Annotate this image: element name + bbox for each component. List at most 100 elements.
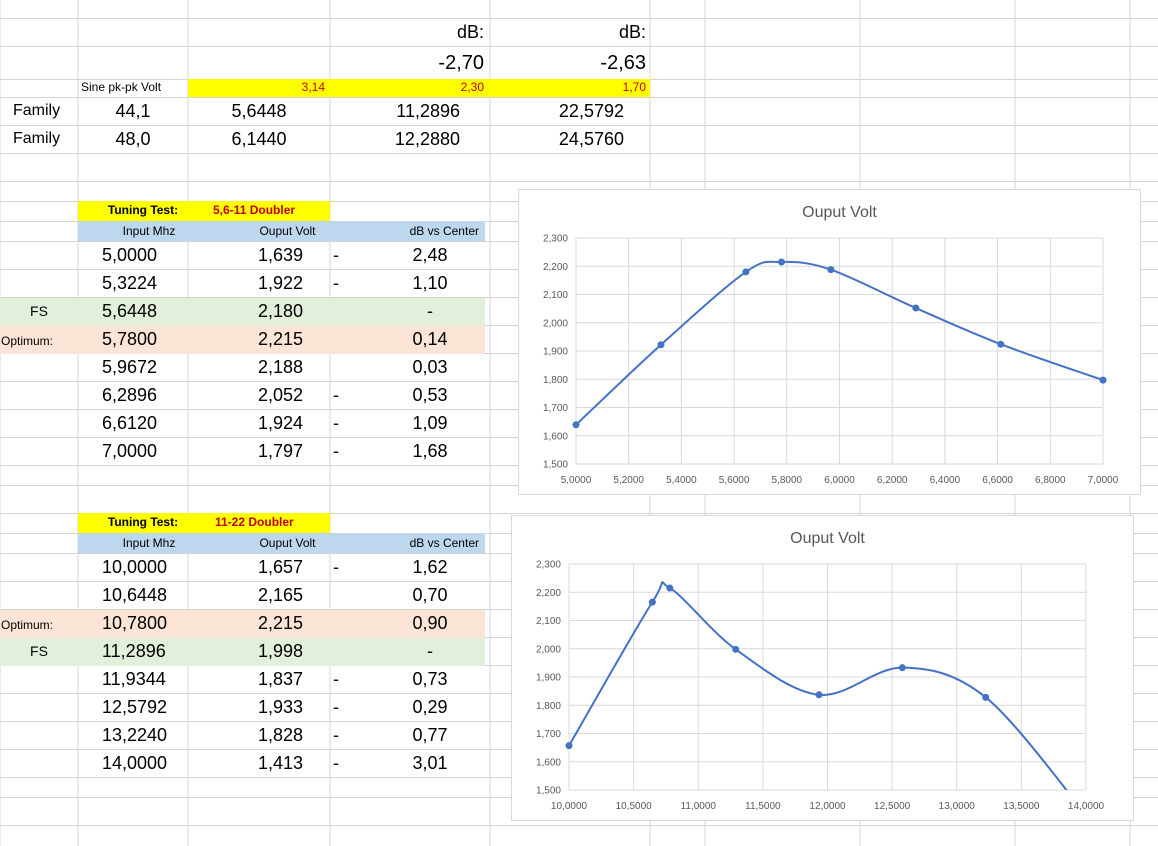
family-1-c: 11,2896: [396, 101, 460, 121]
sine-label: Sine pk-pk Volt: [81, 80, 162, 94]
row-input-mhz: 10,7800: [102, 613, 168, 633]
y-tick-label: 2,200: [543, 262, 568, 273]
x-tick-label: 11,0000: [681, 801, 717, 812]
family-label-2: Family: [13, 130, 61, 147]
data-point: [815, 691, 823, 699]
row-side-label: FS: [30, 643, 48, 659]
chart-title: Ouput Volt: [790, 530, 865, 547]
row-output-volt: 2,180: [257, 301, 303, 321]
table2-header-db: dB vs Center: [409, 536, 479, 550]
row-dash: -: [333, 413, 339, 433]
x-tick-label: 6,2000: [877, 475, 908, 486]
row-db-center: 0,53: [412, 385, 448, 405]
y-tick-label: 1,600: [536, 757, 561, 768]
y-tick-label: 2,100: [536, 616, 561, 627]
tuning-test-1-highlight: [78, 201, 330, 221]
chart-2[interactable]: Ouput Volt 1,500 1,600 1,700 1,800 1,900 2,000…: [511, 515, 1134, 821]
y-tick-label: 1,800: [543, 375, 568, 386]
tuning-test-2-name: 11-22 Doubler: [215, 515, 294, 529]
row-dash: -: [333, 441, 339, 461]
row-output-volt: 1,837: [257, 669, 303, 689]
db-value-2: -2,63: [600, 52, 646, 74]
row-input-mhz: 11,9344: [102, 669, 166, 689]
x-tick-label: 10,5000: [616, 801, 653, 812]
x-tick-label: 13,5000: [1003, 801, 1040, 812]
x-tick-label: 7,0000: [1088, 475, 1119, 486]
row-db-center: 3,01: [412, 753, 448, 773]
row-dash: -: [333, 385, 339, 405]
row-db-center: 0,70: [412, 585, 448, 605]
family-2-a: 48,0: [115, 129, 151, 149]
x-tick-label: 5,2000: [613, 475, 644, 486]
row-output-volt: 1,639: [257, 245, 303, 265]
row-input-mhz: 10,0000: [102, 557, 168, 577]
row-output-volt: 1,933: [257, 697, 303, 717]
x-tick-label: 5,6000: [719, 475, 750, 486]
sine-highlight: [188, 79, 650, 97]
data-point: [898, 664, 906, 672]
row-dash: -: [333, 557, 339, 577]
tuning-test-1-name: 5,6-11 Doubler: [213, 203, 296, 217]
row-output-volt: 2,188: [257, 357, 303, 377]
x-tick-label: 5,4000: [666, 475, 697, 486]
data-point: [912, 304, 920, 312]
y-tick-label: 1,800: [536, 701, 561, 712]
x-tick-label: 10,0000: [551, 801, 588, 812]
y-tick-label: 2,200: [536, 588, 561, 599]
data-point: [666, 584, 674, 592]
row-highlight: [0, 326, 485, 354]
y-tick-label: 2,100: [543, 290, 568, 301]
row-input-mhz: 12,5792: [102, 697, 168, 717]
x-tick-label: 11,5000: [745, 801, 781, 812]
row-input-mhz: 5,0000: [102, 245, 158, 265]
x-tick-label: 13,0000: [939, 801, 976, 812]
row-output-volt: 2,215: [257, 613, 303, 633]
tuning-test-2-label: Tuning Test:: [107, 515, 179, 529]
family-2-c: 12,2880: [394, 129, 460, 149]
row-dash: -: [333, 273, 339, 293]
y-tick-label: 1,700: [543, 403, 568, 414]
tuning-test-2-highlight: [78, 513, 330, 533]
y-tick-label: 1,900: [536, 673, 561, 684]
row-input-mhz: 5,7800: [102, 329, 158, 349]
row-output-volt: 2,215: [257, 329, 303, 349]
db-label-1: dB:: [456, 22, 484, 42]
family-1-b: 5,6448: [231, 101, 287, 121]
row-output-volt: 1,413: [257, 753, 303, 773]
data-point: [572, 421, 580, 429]
row-output-volt: 1,828: [257, 725, 303, 745]
table2-header-mhz: Input Mhz: [122, 536, 176, 550]
y-tick-label: 2,000: [543, 318, 568, 329]
data-point: [778, 258, 786, 266]
row-db-center: 1,62: [412, 557, 448, 577]
x-tick-label: 6,0000: [824, 475, 855, 486]
row-input-mhz: 10,6448: [102, 585, 168, 605]
table2-header-volt: Ouput Volt: [259, 536, 316, 550]
row-db-center: 0,90: [412, 613, 448, 633]
tuning-test-1-label: Tuning Test:: [107, 203, 179, 217]
row-db-center: 1,68: [412, 441, 448, 461]
table1-header-db: dB vs Center: [409, 224, 479, 238]
table1-header-fill: [78, 221, 485, 241]
y-tick-label: 1,700: [536, 729, 561, 740]
chart-1[interactable]: Ouput Volt 1,500 1,600 1,700 1,800 1,900 2,000…: [518, 189, 1141, 495]
x-tick-label: 5,8000: [772, 475, 803, 486]
row-output-volt: 1,998: [257, 641, 303, 661]
row-input-mhz: 5,3224: [102, 273, 158, 293]
row-db-center: 0,03: [412, 357, 448, 377]
row-input-mhz: 14,0000: [102, 753, 168, 773]
row-input-mhz: 7,0000: [102, 441, 158, 461]
family-2-b: 6,1440: [231, 129, 287, 149]
data-point: [997, 340, 1005, 348]
chart-2-plot: Ouput Volt 1,500 1,600 1,700 1,800 1,900 2,000…: [536, 530, 1105, 812]
row-db-center: 1,10: [412, 273, 448, 293]
row-db-center: 0,14: [412, 329, 448, 349]
row-db-center: 0,77: [412, 725, 448, 745]
table2-header-fill: [78, 533, 485, 553]
row-output-volt: 1,924: [257, 413, 303, 433]
row-input-mhz: 5,9672: [102, 357, 158, 377]
row-input-mhz: 5,6448: [102, 301, 158, 321]
family-1-d: 22,5792: [558, 101, 624, 121]
y-tick-label: 2,300: [543, 234, 568, 245]
chart-1-plot: Ouput Volt 1,500 1,600 1,700 1,800 1,900 2,000…: [543, 204, 1119, 486]
